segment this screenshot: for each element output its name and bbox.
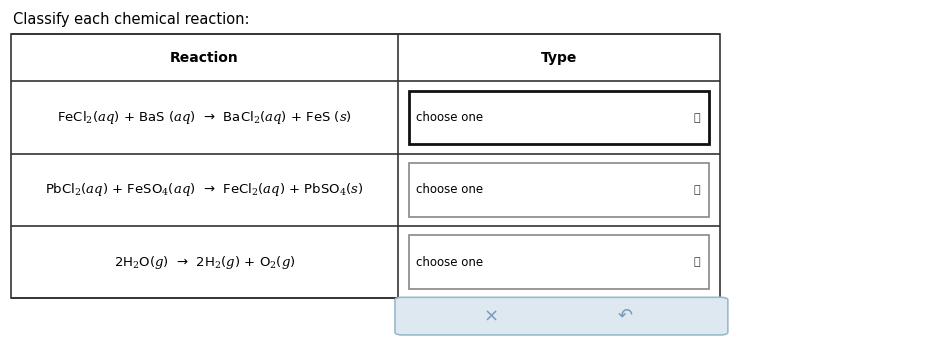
FancyBboxPatch shape: [11, 34, 719, 298]
Text: ↶: ↶: [617, 307, 632, 325]
Text: choose one: choose one: [416, 111, 483, 124]
Text: ⌵: ⌵: [693, 113, 700, 122]
FancyBboxPatch shape: [408, 91, 709, 144]
Text: Reaction: Reaction: [170, 51, 238, 65]
Text: choose one: choose one: [416, 256, 483, 269]
FancyBboxPatch shape: [408, 236, 709, 289]
Text: ×: ×: [483, 307, 498, 325]
Text: ⌵: ⌵: [693, 185, 700, 195]
Text: Classify each chemical reaction:: Classify each chemical reaction:: [13, 12, 250, 27]
Text: PbCl$_2$($aq$) + FeSO$_4$($aq$)  →  FeCl$_2$($aq$) + PbSO$_4$($s$): PbCl$_2$($aq$) + FeSO$_4$($aq$) → FeCl$_…: [45, 181, 364, 198]
FancyBboxPatch shape: [394, 297, 727, 335]
Text: Type: Type: [540, 51, 576, 65]
Text: FeCl$_2$($aq$) + BaS ($aq$)  →  BaCl$_2$($aq$) + FeS ($s$): FeCl$_2$($aq$) + BaS ($aq$) → BaCl$_2$($…: [57, 109, 352, 126]
Text: 2H$_2$O($g$)  →  2H$_2$($g$) + O$_2$($g$): 2H$_2$O($g$) → 2H$_2$($g$) + O$_2$($g$): [113, 254, 295, 271]
FancyBboxPatch shape: [408, 163, 709, 217]
Text: ⌵: ⌵: [693, 257, 700, 267]
Text: choose one: choose one: [416, 183, 483, 196]
